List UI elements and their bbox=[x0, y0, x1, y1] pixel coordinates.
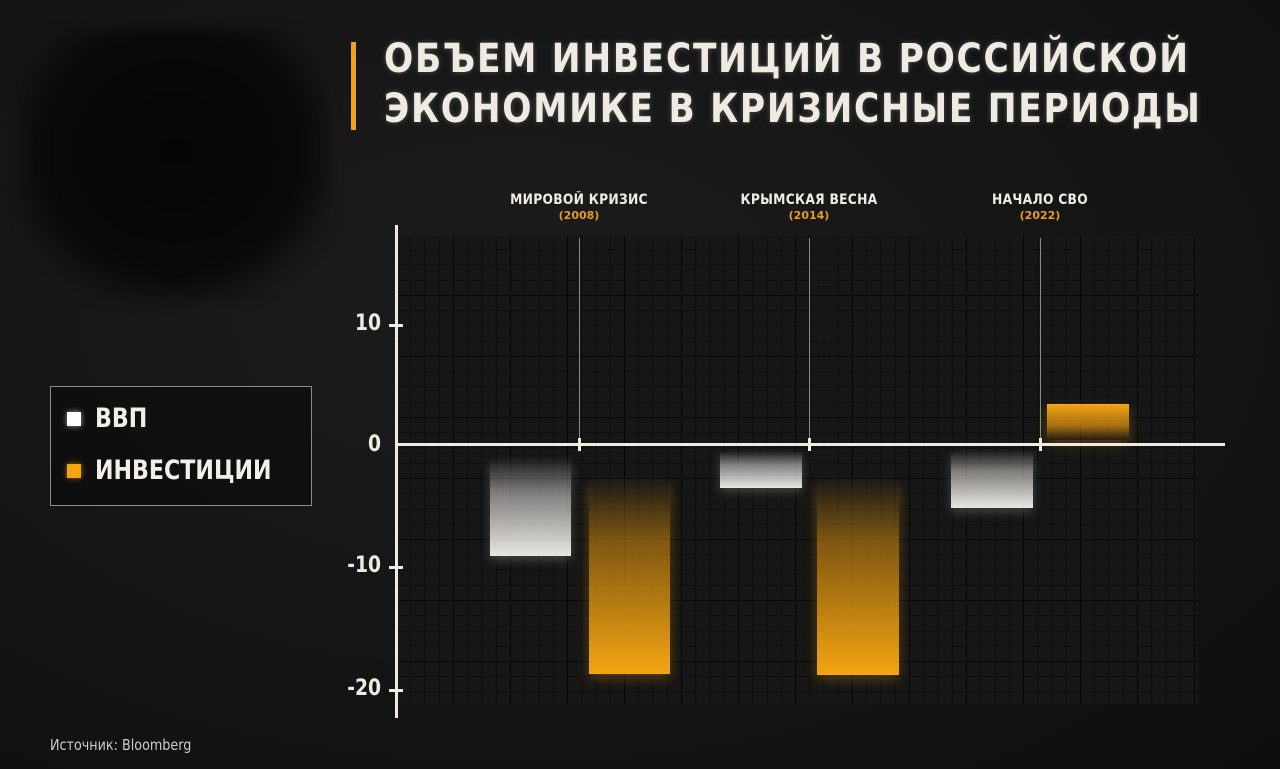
legend-label: ВВП bbox=[95, 403, 148, 434]
title-line-2: ЭКОНОМИКЕ В КРИЗИСНЫЕ ПЕРИОДЫ bbox=[384, 86, 1202, 132]
event-label-2022: НАЧАЛО СВО (2022) bbox=[930, 192, 1150, 222]
title-accent-bar bbox=[351, 42, 356, 130]
bar-investment-2022 bbox=[1047, 404, 1129, 440]
event-label-2008: МИРОВОЙ КРИЗИС (2008) bbox=[469, 192, 689, 222]
legend-swatch-orange-square-icon bbox=[67, 463, 81, 478]
legend-item-gdp: ВВП bbox=[67, 403, 159, 434]
event-name: МИРОВОЙ КРИЗИС bbox=[510, 192, 648, 208]
title-line-1: ОБЪЕМ ИНВЕСТИЦИЙ В РОССИЙСКОЙ bbox=[384, 36, 1190, 82]
legend-item-investment: ИНВЕСТИЦИИ bbox=[67, 455, 310, 486]
legend: ВВП ИНВЕСТИЦИИ bbox=[50, 386, 312, 506]
event-label-2014: КРЫМСКАЯ ВЕСНА (2014) bbox=[699, 192, 919, 222]
blurred-logo-area bbox=[20, 30, 330, 300]
y-tick-minus-20 bbox=[389, 689, 403, 692]
y-tick-10 bbox=[389, 324, 403, 327]
x-axis-zero-line bbox=[398, 443, 1225, 446]
legend-swatch-white-square-icon bbox=[67, 411, 81, 426]
y-tick-label: -10 bbox=[347, 553, 381, 578]
event-name: КРЫМСКАЯ ВЕСНА bbox=[740, 192, 878, 208]
event-marker-line-2014 bbox=[809, 238, 810, 444]
event-year: (2022) bbox=[1019, 209, 1061, 222]
y-tick-label: 10 bbox=[354, 311, 381, 336]
bar-investment-2014 bbox=[817, 482, 899, 675]
event-marker-line-2022 bbox=[1040, 238, 1041, 444]
y-axis bbox=[395, 225, 398, 718]
source-note: Источник: Bloomberg bbox=[50, 736, 192, 754]
event-year: (2014) bbox=[788, 209, 830, 222]
x-tick-2008 bbox=[578, 438, 581, 451]
event-marker-line-2008 bbox=[579, 238, 580, 444]
bar-gdp-2008 bbox=[490, 460, 571, 556]
bar-gdp-2022 bbox=[951, 452, 1033, 508]
event-year: (2008) bbox=[558, 209, 600, 222]
y-tick-label: 0 bbox=[367, 432, 381, 457]
x-tick-2022 bbox=[1039, 438, 1042, 451]
y-tick-label: -20 bbox=[347, 676, 381, 701]
y-tick-minus-10 bbox=[389, 566, 403, 569]
x-tick-2014 bbox=[808, 438, 811, 451]
chart-title: ОБЪЕМ ИНВЕСТИЦИЙ В РОССИЙСКОЙ ЭКОНОМИКЕ … bbox=[384, 34, 1202, 134]
bar-investment-2008 bbox=[589, 482, 670, 674]
legend-label: ИНВЕСТИЦИИ bbox=[95, 455, 272, 486]
bar-gdp-2014 bbox=[720, 452, 802, 488]
event-name: НАЧАЛО СВО bbox=[992, 192, 1088, 208]
